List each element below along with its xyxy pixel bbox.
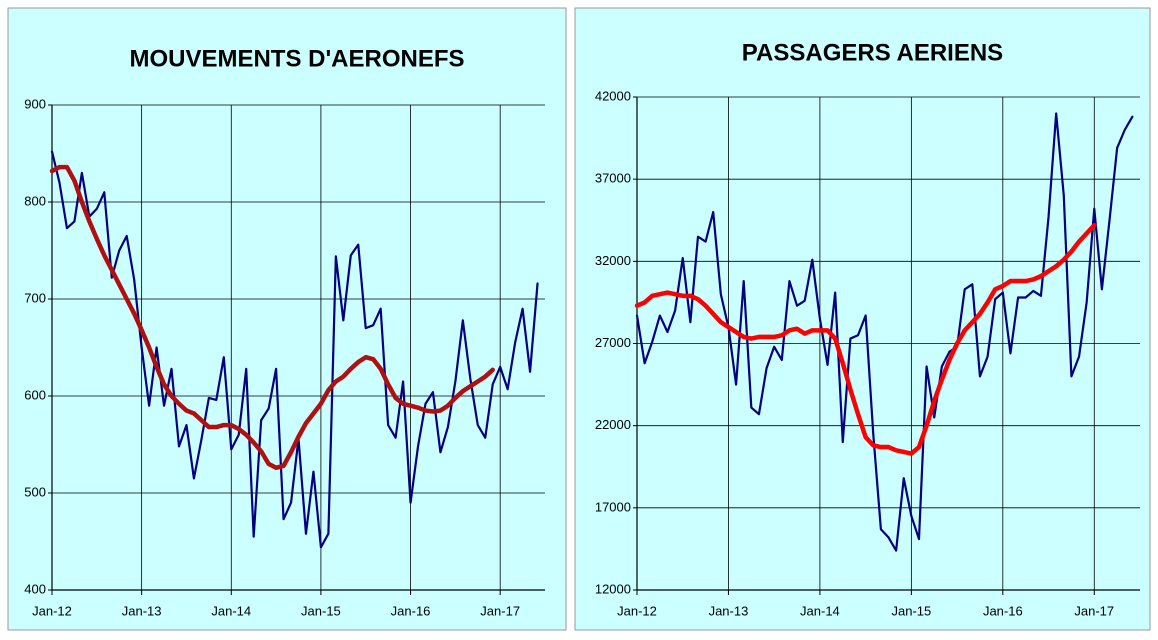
x-tick-label: Jan-16 — [391, 603, 431, 618]
y-tick-label: 400 — [24, 581, 46, 596]
panel — [7, 7, 567, 631]
y-tick-label: 32000 — [595, 253, 631, 268]
x-tick-label: Jan-14 — [800, 603, 840, 618]
y-tick-label: 17000 — [595, 499, 631, 514]
y-tick-label: 22000 — [595, 417, 631, 432]
chart-title: PASSAGERS AERIENS — [742, 39, 1003, 66]
y-tick-label: 27000 — [595, 335, 631, 350]
x-tick-label: Jan-13 — [709, 603, 749, 618]
data-line — [50, 150, 539, 549]
y-tick-label: 500 — [24, 484, 46, 499]
x-tick-label: Jan-17 — [480, 603, 520, 618]
y-tick-label: 800 — [24, 193, 46, 208]
x-tick-label: Jan-16 — [983, 603, 1023, 618]
y-tick-label: 37000 — [595, 171, 631, 186]
x-tick-label: Jan-12 — [617, 603, 657, 618]
y-tick-label: 900 — [24, 96, 46, 111]
data-line — [49, 164, 495, 471]
x-tick-label: Jan-13 — [122, 603, 162, 618]
chart-title: MOUVEMENTS D'AERONEFS — [129, 45, 464, 72]
y-tick-label: 12000 — [595, 581, 631, 596]
data-line — [634, 222, 1097, 456]
x-tick-label: Jan-15 — [301, 603, 341, 618]
data-line — [635, 112, 1134, 552]
x-tick-label: Jan-12 — [32, 603, 72, 618]
x-tick-label: Jan-14 — [211, 603, 251, 618]
y-tick-label: 42000 — [595, 88, 631, 103]
y-tick-label: 600 — [24, 387, 46, 402]
x-tick-label: Jan-15 — [891, 603, 931, 618]
x-tick-label: Jan-17 — [1074, 603, 1114, 618]
y-tick-label: 700 — [24, 290, 46, 305]
panel — [574, 7, 1151, 631]
